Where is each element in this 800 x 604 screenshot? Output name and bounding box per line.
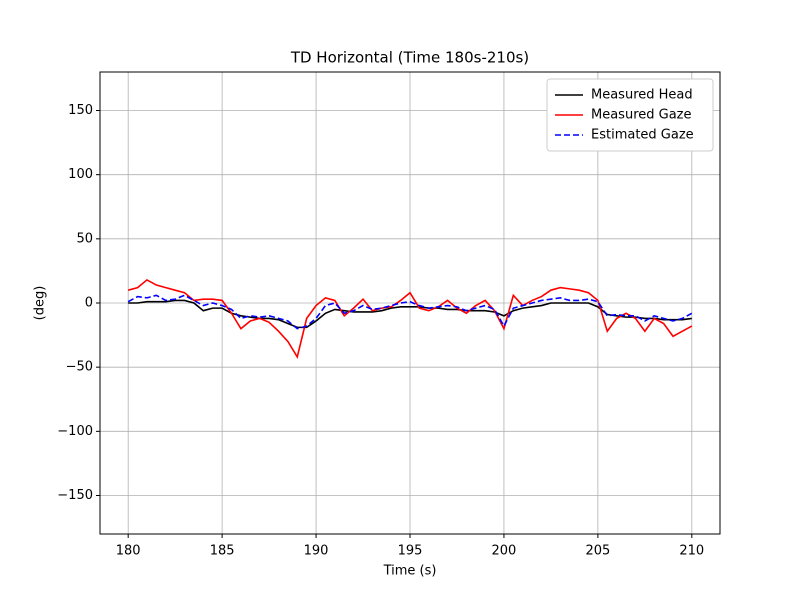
data-line bbox=[127, 278, 693, 359]
plot-frame bbox=[99, 71, 721, 535]
y-tick-label: −150 bbox=[57, 488, 93, 503]
y-tick-label: 100 bbox=[68, 167, 93, 182]
legend-label: Estimated Gaze bbox=[591, 128, 694, 143]
legend-box bbox=[546, 78, 714, 152]
legend: Measured Head Measured Gaze Estimated Gaze bbox=[546, 78, 714, 152]
x-tick-label: 195 bbox=[398, 544, 423, 559]
y-tick-label: −100 bbox=[57, 424, 93, 439]
y-axis-label: (deg) bbox=[33, 286, 48, 321]
x-tick-label: 205 bbox=[585, 544, 610, 559]
legend-label: Measured Head bbox=[591, 88, 693, 103]
x-tick-label: 200 bbox=[492, 544, 517, 559]
y-tick-label: −50 bbox=[66, 360, 93, 375]
y-tick-label: 50 bbox=[76, 231, 93, 246]
y-tick-label: 0 bbox=[85, 296, 93, 311]
x-tick-label: 190 bbox=[304, 544, 329, 559]
data-line bbox=[128, 299, 692, 329]
chart-title: TD Horizontal (Time 180s-210s) bbox=[290, 49, 529, 67]
x-axis-label: Time (s) bbox=[383, 564, 437, 579]
x-tick-label: 210 bbox=[679, 544, 704, 559]
data-line bbox=[127, 294, 693, 330]
legend-label: Measured Gaze bbox=[591, 108, 692, 123]
x-tick-label: 180 bbox=[116, 544, 141, 559]
y-tick-label: 150 bbox=[68, 103, 93, 118]
x-tick-label: 185 bbox=[210, 544, 235, 559]
